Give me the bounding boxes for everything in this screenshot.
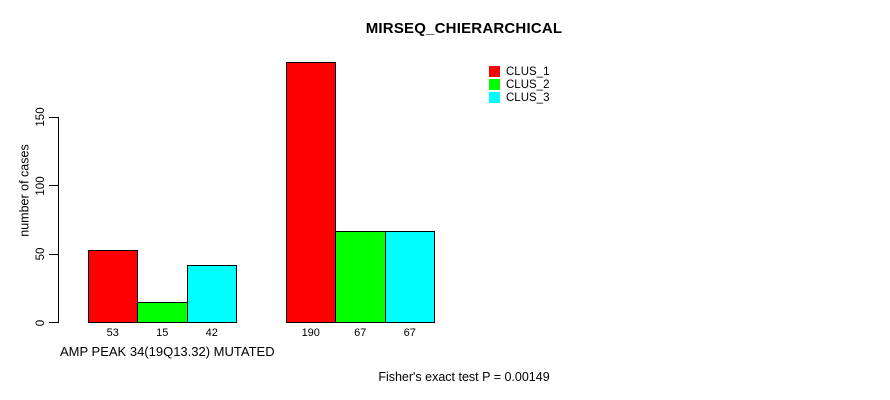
- y-tick-label: 150: [35, 107, 47, 127]
- legend-label-clus-3: CLUS_3: [506, 91, 550, 104]
- bar-clus_1-group-1: [87, 249, 138, 323]
- y-tick-label: 100: [35, 175, 47, 196]
- bar-clus_2-group-1: [137, 301, 188, 323]
- legend-item-clus-1: CLUS_1: [489, 65, 549, 78]
- bar-value-label: 42: [205, 327, 218, 339]
- legend-swatch-clus-2: [489, 79, 500, 90]
- chart-title: MIRSEQ_CHIERARCHICAL: [365, 20, 563, 37]
- bar-value-label: 190: [301, 327, 320, 339]
- bar-clus_3-group-2: [384, 230, 435, 323]
- legend-label-clus-2: CLUS_2: [506, 78, 550, 91]
- legend-swatch-clus-1: [489, 66, 500, 77]
- legend: CLUS_1 CLUS_2 CLUS_3: [489, 65, 549, 104]
- bar-value-label: 53: [106, 327, 119, 339]
- bar-value-label: 15: [156, 327, 169, 339]
- y-tick-label: 0: [35, 319, 47, 326]
- bar-value-label: 67: [354, 327, 367, 339]
- bar-clus_2-group-2: [335, 230, 386, 323]
- y-axis-line: [58, 117, 59, 323]
- y-tick: [49, 253, 58, 255]
- legend-label-clus-1: CLUS_1: [506, 65, 550, 78]
- y-tick: [49, 322, 58, 323]
- y-tick: [49, 116, 58, 118]
- legend-swatch-clus-3: [489, 92, 500, 103]
- legend-item-clus-2: CLUS_2: [489, 78, 549, 91]
- bar-clus_3-group-1: [186, 264, 237, 323]
- bar-clus_1-group-2: [285, 62, 336, 323]
- y-tick: [49, 185, 58, 186]
- bar-value-label: 67: [403, 327, 416, 339]
- legend-item-clus-3: CLUS_3: [489, 91, 549, 104]
- y-tick-label: 50: [35, 247, 47, 261]
- x-axis-label: AMP PEAK 34(19Q13.32) MUTATED: [60, 344, 275, 359]
- footnote: Fisher's exact test P = 0.00149: [378, 370, 550, 384]
